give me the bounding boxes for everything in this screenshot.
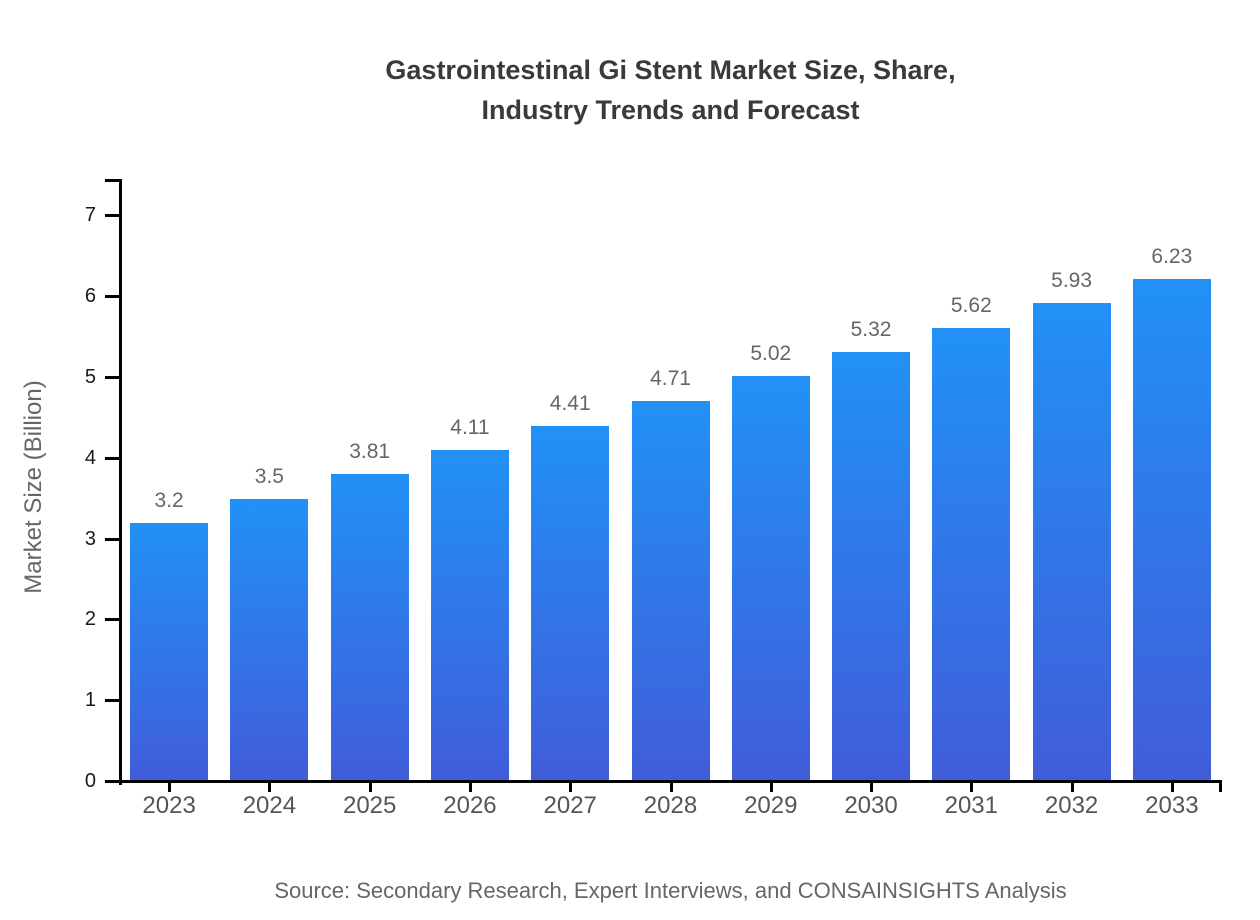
y-axis-spine	[119, 179, 122, 785]
y-axis-tick-2	[105, 618, 119, 622]
x-axis-tick-2028	[669, 783, 673, 792]
bar-value-label-2028: 4.71	[650, 367, 691, 391]
bar-2024	[230, 499, 309, 782]
y-axis-end-tick	[105, 179, 120, 182]
chart-title: Gastrointestinal Gi Stent Market Size, S…	[119, 50, 1222, 130]
bar-value-label-2027: 4.41	[549, 391, 591, 415]
x-axis-tick-2026	[468, 783, 472, 792]
bar-2027	[531, 425, 610, 782]
y-axis-label-4: 4	[84, 446, 96, 469]
x-axis-label-2031: 2031	[944, 792, 998, 819]
y-axis-label-6: 6	[84, 285, 96, 308]
bar-value-label-2023: 3.2	[154, 489, 184, 513]
bar-value-label-2026: 4.11	[450, 415, 490, 439]
y-axis-tick-3	[105, 537, 119, 541]
bar-2023	[130, 523, 209, 782]
x-axis-label-2026: 2026	[443, 792, 497, 819]
x-axis-label-2033: 2033	[1145, 792, 1199, 819]
bar-value-label-2030: 5.32	[850, 318, 892, 342]
x-axis-label-2025: 2025	[342, 792, 397, 819]
y-axis-tick-7	[105, 214, 119, 218]
bar-2029	[731, 376, 810, 782]
y-axis-label-2: 2	[84, 608, 96, 631]
x-axis-tick-2027	[569, 783, 573, 792]
x-axis-tick-2025	[368, 783, 372, 792]
x-axis-label-2028: 2028	[643, 792, 698, 819]
bar-2031	[932, 327, 1011, 782]
x-axis-label-2027: 2027	[543, 792, 597, 819]
y-axis-label-5: 5	[84, 365, 96, 388]
bar-2032	[1032, 302, 1111, 782]
x-axis-label-2024: 2024	[242, 792, 297, 819]
x-axis-label-2030: 2030	[844, 792, 898, 819]
bar-2026	[430, 449, 509, 782]
x-axis-tick-2023	[168, 783, 172, 792]
bar-2028	[631, 401, 710, 782]
x-axis-tick-2030	[870, 783, 874, 792]
y-axis-tick-0	[105, 780, 119, 783]
bar-value-label-2024: 3.5	[254, 465, 284, 489]
y-axis-tick-1	[105, 699, 119, 703]
bar-value-label-2032: 5.93	[1051, 268, 1093, 292]
bar-2030	[832, 352, 911, 782]
x-axis-end-tick	[1219, 783, 1222, 792]
bar-value-label-2033: 6.23	[1151, 244, 1193, 268]
x-axis-tick-2024	[268, 783, 272, 792]
bar-2025	[330, 474, 409, 782]
y-axis-tick-6	[105, 295, 119, 299]
y-axis-label-3: 3	[84, 527, 96, 550]
x-axis-tick-2032	[1070, 783, 1074, 792]
bar-value-label-2029: 5.02	[750, 342, 792, 366]
x-axis-tick-2033	[1170, 783, 1174, 792]
x-axis-label-2029: 2029	[744, 792, 798, 819]
y-axis-label-7: 7	[84, 204, 96, 227]
x-axis-tick-2029	[769, 783, 773, 792]
chart-title-line1: Gastrointestinal Gi Stent Market Size, S…	[385, 55, 956, 85]
y-axis-label-1: 1	[84, 689, 96, 712]
x-axis-spine	[119, 780, 1222, 783]
source-text: Source: Secondary Research, Expert Inter…	[274, 878, 1067, 903]
y-axis-tick-4	[105, 456, 119, 460]
bar-2033	[1132, 278, 1211, 782]
bar-value-label-2025: 3.81	[349, 440, 391, 464]
x-axis-label-2023: 2023	[142, 792, 196, 819]
x-axis-tick-2031	[970, 783, 974, 792]
y-axis-label-0: 0	[84, 770, 96, 792]
y-axis-tick-5	[105, 375, 119, 379]
chart-title-line2: Industry Trends and Forecast	[481, 95, 860, 125]
bar-value-label-2031: 5.62	[950, 293, 992, 317]
x-axis-label-2032: 2032	[1044, 792, 1099, 819]
